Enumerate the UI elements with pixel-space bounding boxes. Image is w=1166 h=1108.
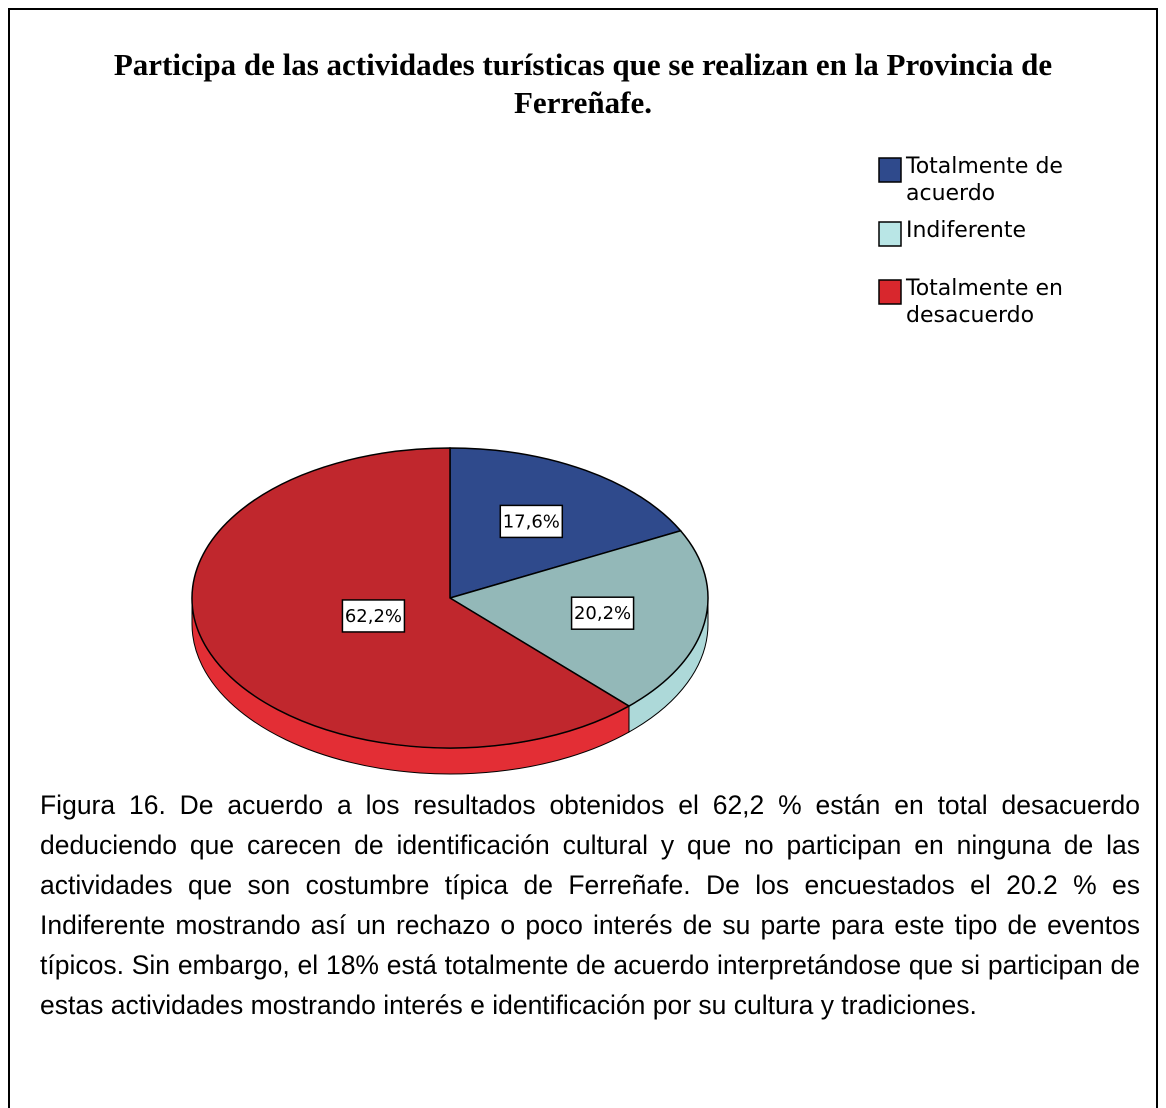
legend-swatch (878, 221, 902, 247)
value-label: 62,2% (345, 606, 402, 627)
legend-swatch (878, 279, 902, 305)
legend-swatch (878, 157, 902, 183)
chart-title: Participa de las actividades turísticas … (114, 47, 1052, 120)
legend-label: Indiferente (906, 218, 1026, 243)
legend-label: Totalmente en desacuerdo (905, 276, 1063, 328)
caption: Figura 16. De acuerdo a los resultados o… (40, 790, 1140, 1020)
frame (8, 8, 1158, 1108)
value-label: 20,2% (574, 603, 631, 624)
value-label-box (341, 599, 406, 633)
pie-slice (191, 447, 631, 749)
value-label-box (499, 504, 564, 539)
pie-slice (449, 447, 682, 599)
value-label-box (570, 596, 635, 630)
legend-label: Totalmente de acuerdo (905, 154, 1063, 206)
chart: Participa de las actividades turísticas … (114, 47, 1063, 775)
value-label: 17,6% (503, 511, 560, 532)
